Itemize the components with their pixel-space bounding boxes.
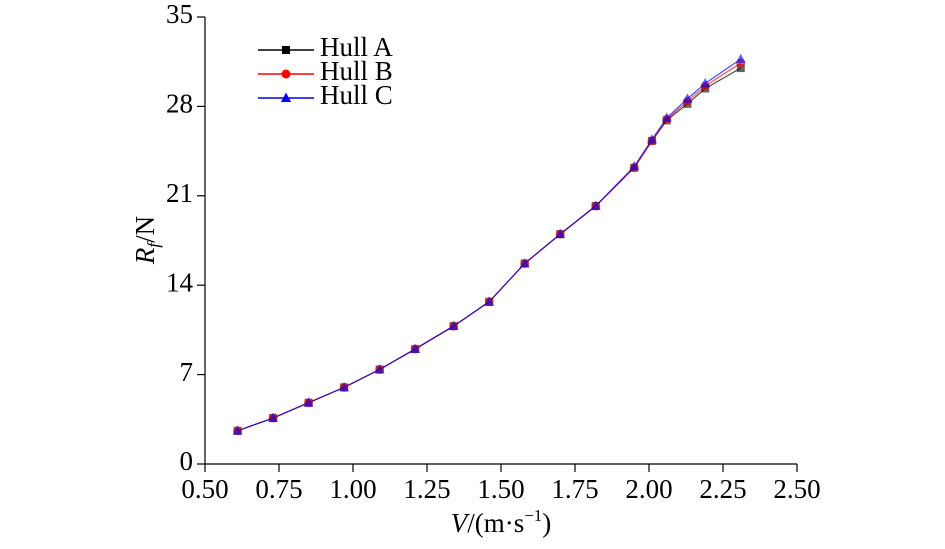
data-point (410, 343, 421, 354)
legend-marker (281, 69, 291, 79)
data-point (232, 425, 243, 435)
x-tick-label: 1.50 (477, 474, 524, 504)
x-tick-label: 1.25 (403, 474, 450, 504)
series-line (237, 58, 742, 432)
data-point (303, 397, 314, 407)
x-tick-label: 1.75 (551, 474, 598, 504)
legend-label: Hull C (320, 80, 393, 110)
legend-label: Hull B (320, 56, 393, 86)
data-point (682, 93, 693, 103)
data-point (484, 296, 495, 306)
y-axis-label: Rf/N (130, 216, 163, 265)
x-tick-label: 2.25 (699, 474, 746, 504)
data-point (268, 412, 279, 423)
x-tick-label: 0.50 (181, 474, 228, 504)
y-tick-label: 21 (166, 178, 193, 208)
y-tick-label: 0 (180, 446, 194, 476)
legend-marker (281, 92, 291, 102)
data-point (736, 64, 745, 73)
data-point (555, 228, 566, 239)
legend-label: Hull A (320, 32, 393, 62)
data-point (339, 381, 350, 392)
data-point (629, 160, 640, 171)
x-tick-label: 2.50 (773, 474, 820, 504)
data-point (735, 53, 746, 64)
x-tick-label: 1.00 (329, 474, 376, 504)
y-tick-label: 14 (166, 267, 194, 297)
data-point (700, 77, 711, 88)
x-tick-label: 2.00 (625, 474, 672, 504)
y-tick-label: 7 (180, 357, 194, 387)
x-axis-label: V/(m·s−1) (451, 506, 552, 538)
data-point (519, 257, 530, 268)
data-point (374, 363, 385, 374)
y-tick-label: 28 (166, 89, 193, 119)
y-tick-label: 35 (166, 0, 193, 29)
data-point (590, 200, 601, 211)
data-point (448, 320, 459, 331)
legend-marker (282, 46, 290, 54)
x-tick-label: 0.75 (255, 474, 302, 504)
data-point (661, 112, 672, 122)
data-point (646, 134, 657, 144)
